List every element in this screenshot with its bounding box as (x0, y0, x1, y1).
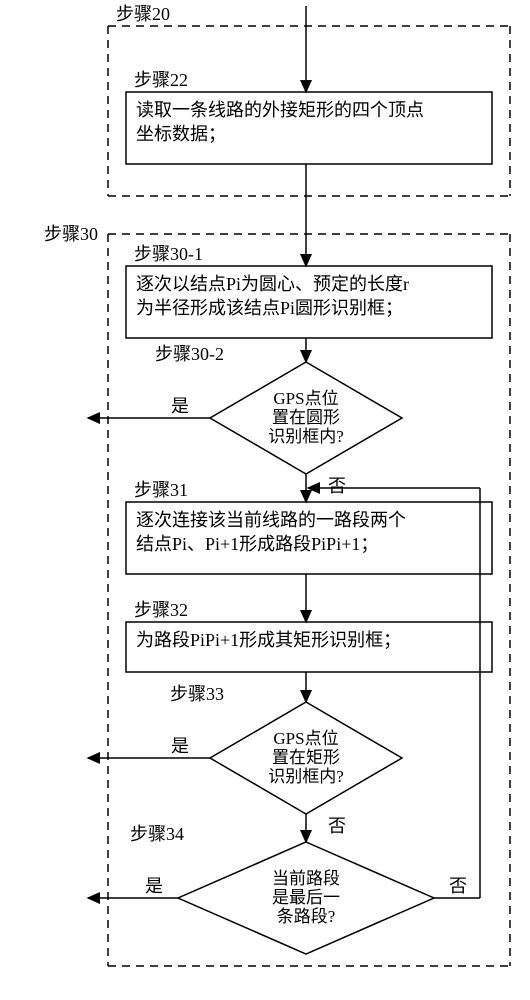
svg-text:结点Pi、Pi+1形成路段PiPi+1；: 结点Pi、Pi+1形成路段PiPi+1； (136, 534, 378, 554)
svg-text:步骤33: 步骤33 (170, 684, 224, 704)
svg-text:是: 是 (171, 396, 189, 416)
svg-text:置在圆形: 置在圆形 (272, 408, 340, 427)
svg-text:否: 否 (449, 876, 467, 896)
svg-text:是: 是 (145, 876, 163, 896)
svg-text:步骤30-2: 步骤30-2 (155, 344, 224, 364)
svg-text:识别框内?: 识别框内? (268, 427, 344, 446)
svg-text:为半径形成该结点Pi圆形识别框；: 为半径形成该结点Pi圆形识别框； (136, 298, 403, 318)
svg-text:步骤30-1: 步骤30-1 (134, 244, 203, 264)
flowchart-layer: 步骤20 步骤30 步骤22 读取一条线路的外接矩形的四个顶点坐标数据； 步骤30-1 逐… (44, 4, 510, 966)
svg-text:步骤22: 步骤22 (134, 70, 188, 90)
svg-text:步骤34: 步骤34 (130, 824, 184, 844)
svg-text:条路段?: 条路段? (277, 907, 336, 926)
svg-text:当前路段: 当前路段 (272, 869, 340, 888)
svg-text:GPS点位: GPS点位 (273, 729, 338, 748)
svg-text:是最后一: 是最后一 (272, 888, 340, 907)
svg-text:逐次连接该当前线路的一路段两个: 逐次连接该当前线路的一路段两个 (136, 510, 406, 530)
svg-text:读取一条线路的外接矩形的四个顶点: 读取一条线路的外接矩形的四个顶点 (136, 100, 424, 120)
svg-text:否: 否 (328, 476, 346, 496)
svg-text:置在矩形: 置在矩形 (272, 748, 340, 767)
svg-text:为路段PiPi+1形成其矩形识别框；: 为路段PiPi+1形成其矩形识别框； (136, 630, 401, 650)
svg-text:识别框内?: 识别框内? (268, 767, 344, 786)
svg-text:步骤20: 步骤20 (116, 4, 170, 24)
svg-text:是: 是 (171, 736, 189, 756)
svg-text:坐标数据；: 坐标数据； (136, 124, 226, 144)
svg-text:步骤31: 步骤31 (134, 480, 188, 500)
svg-text:逐次以结点Pi为圆心、预定的长度r: 逐次以结点Pi为圆心、预定的长度r (136, 274, 409, 294)
svg-text:GPS点位: GPS点位 (273, 389, 338, 408)
svg-text:步骤32: 步骤32 (134, 600, 188, 620)
svg-text:否: 否 (328, 816, 346, 836)
svg-text:步骤30: 步骤30 (44, 224, 98, 244)
